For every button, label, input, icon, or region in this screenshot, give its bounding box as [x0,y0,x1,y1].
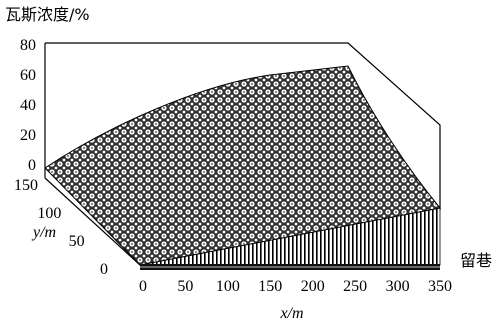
y-tick-label: 100 [37,205,61,222]
x-tick-label: 0 [139,278,147,295]
z-tick-label: 60 [20,67,36,84]
y-tick-label: 150 [14,177,38,194]
concentration-surface [44,65,441,266]
y-axis-line [44,177,141,266]
x-tick-label: 200 [301,278,325,295]
x-tick-label: 300 [386,278,410,295]
z-tick-label: 0 [28,157,36,174]
x-tick-label: 250 [343,278,367,295]
z-tick-label: 80 [20,37,36,54]
box-outline [45,42,441,210]
x-axis-title: x/m [279,305,303,322]
x-tick-label: 50 [177,278,193,295]
y-tick-label: 50 [69,233,85,250]
z-axis-title: 瓦斯浓度/% [5,5,90,24]
z-tick-label: 20 [20,127,36,144]
x-axis-ticks: 0 50 100 150 200 250 300 350 [139,278,452,295]
y-tick-label: 0 [100,261,108,278]
x-tick-label: 150 [258,278,282,295]
y-axis-ticks: 0 50 100 150 [14,177,108,278]
side-label-roadway: 留巷 [460,251,492,270]
z-tick-label: 40 [20,97,36,114]
x-tick-label: 350 [428,278,452,295]
z-axis-ticks: 0 20 40 60 80 [20,37,36,174]
y-axis-title: y/m [31,224,56,241]
x-tick-label: 100 [216,278,240,295]
